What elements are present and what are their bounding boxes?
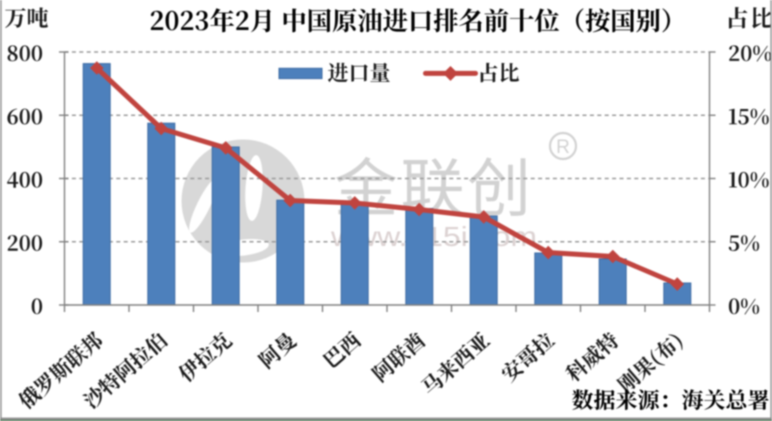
svg-text:R: R [556,137,570,158]
